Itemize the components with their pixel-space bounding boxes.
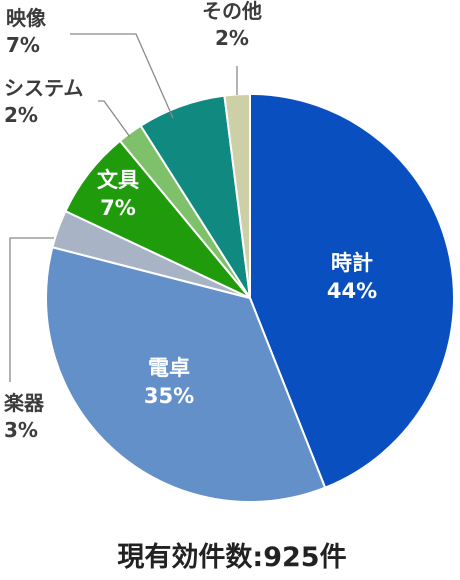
slice-percent-label: 44% bbox=[327, 279, 377, 303]
slice-percent-label: 2% bbox=[4, 103, 38, 127]
slice-label: 時計 bbox=[331, 251, 373, 275]
pie-slices bbox=[45, 93, 455, 503]
slice-label: 映像 bbox=[6, 6, 47, 30]
slice-percent-label: 7% bbox=[100, 196, 136, 220]
pie-slice bbox=[249, 93, 455, 489]
leader-line bbox=[9, 237, 54, 382]
slice-label: 電卓 bbox=[148, 356, 190, 380]
slice-percent-label: 3% bbox=[4, 418, 38, 442]
slice-label: 楽器 bbox=[4, 391, 45, 415]
slice-label: その他 bbox=[202, 0, 262, 23]
leader-lines bbox=[9, 33, 238, 382]
slice-labels: 時計 44% 電卓 35% 楽器 3% 文具 7% システム 2% 映像 7% その他 2% bbox=[4, 0, 377, 442]
chart-caption: 現有効件数:925件 bbox=[117, 541, 346, 573]
slice-label: システム bbox=[4, 76, 83, 100]
leader-line bbox=[98, 100, 131, 138]
slice-label: 文具 bbox=[97, 168, 139, 192]
slice-percent-label: 2% bbox=[215, 26, 249, 50]
leader-line bbox=[70, 33, 174, 119]
pie-slice bbox=[45, 246, 327, 503]
slice-percent-label: 7% bbox=[6, 33, 40, 57]
slice-percent-label: 35% bbox=[144, 384, 194, 408]
